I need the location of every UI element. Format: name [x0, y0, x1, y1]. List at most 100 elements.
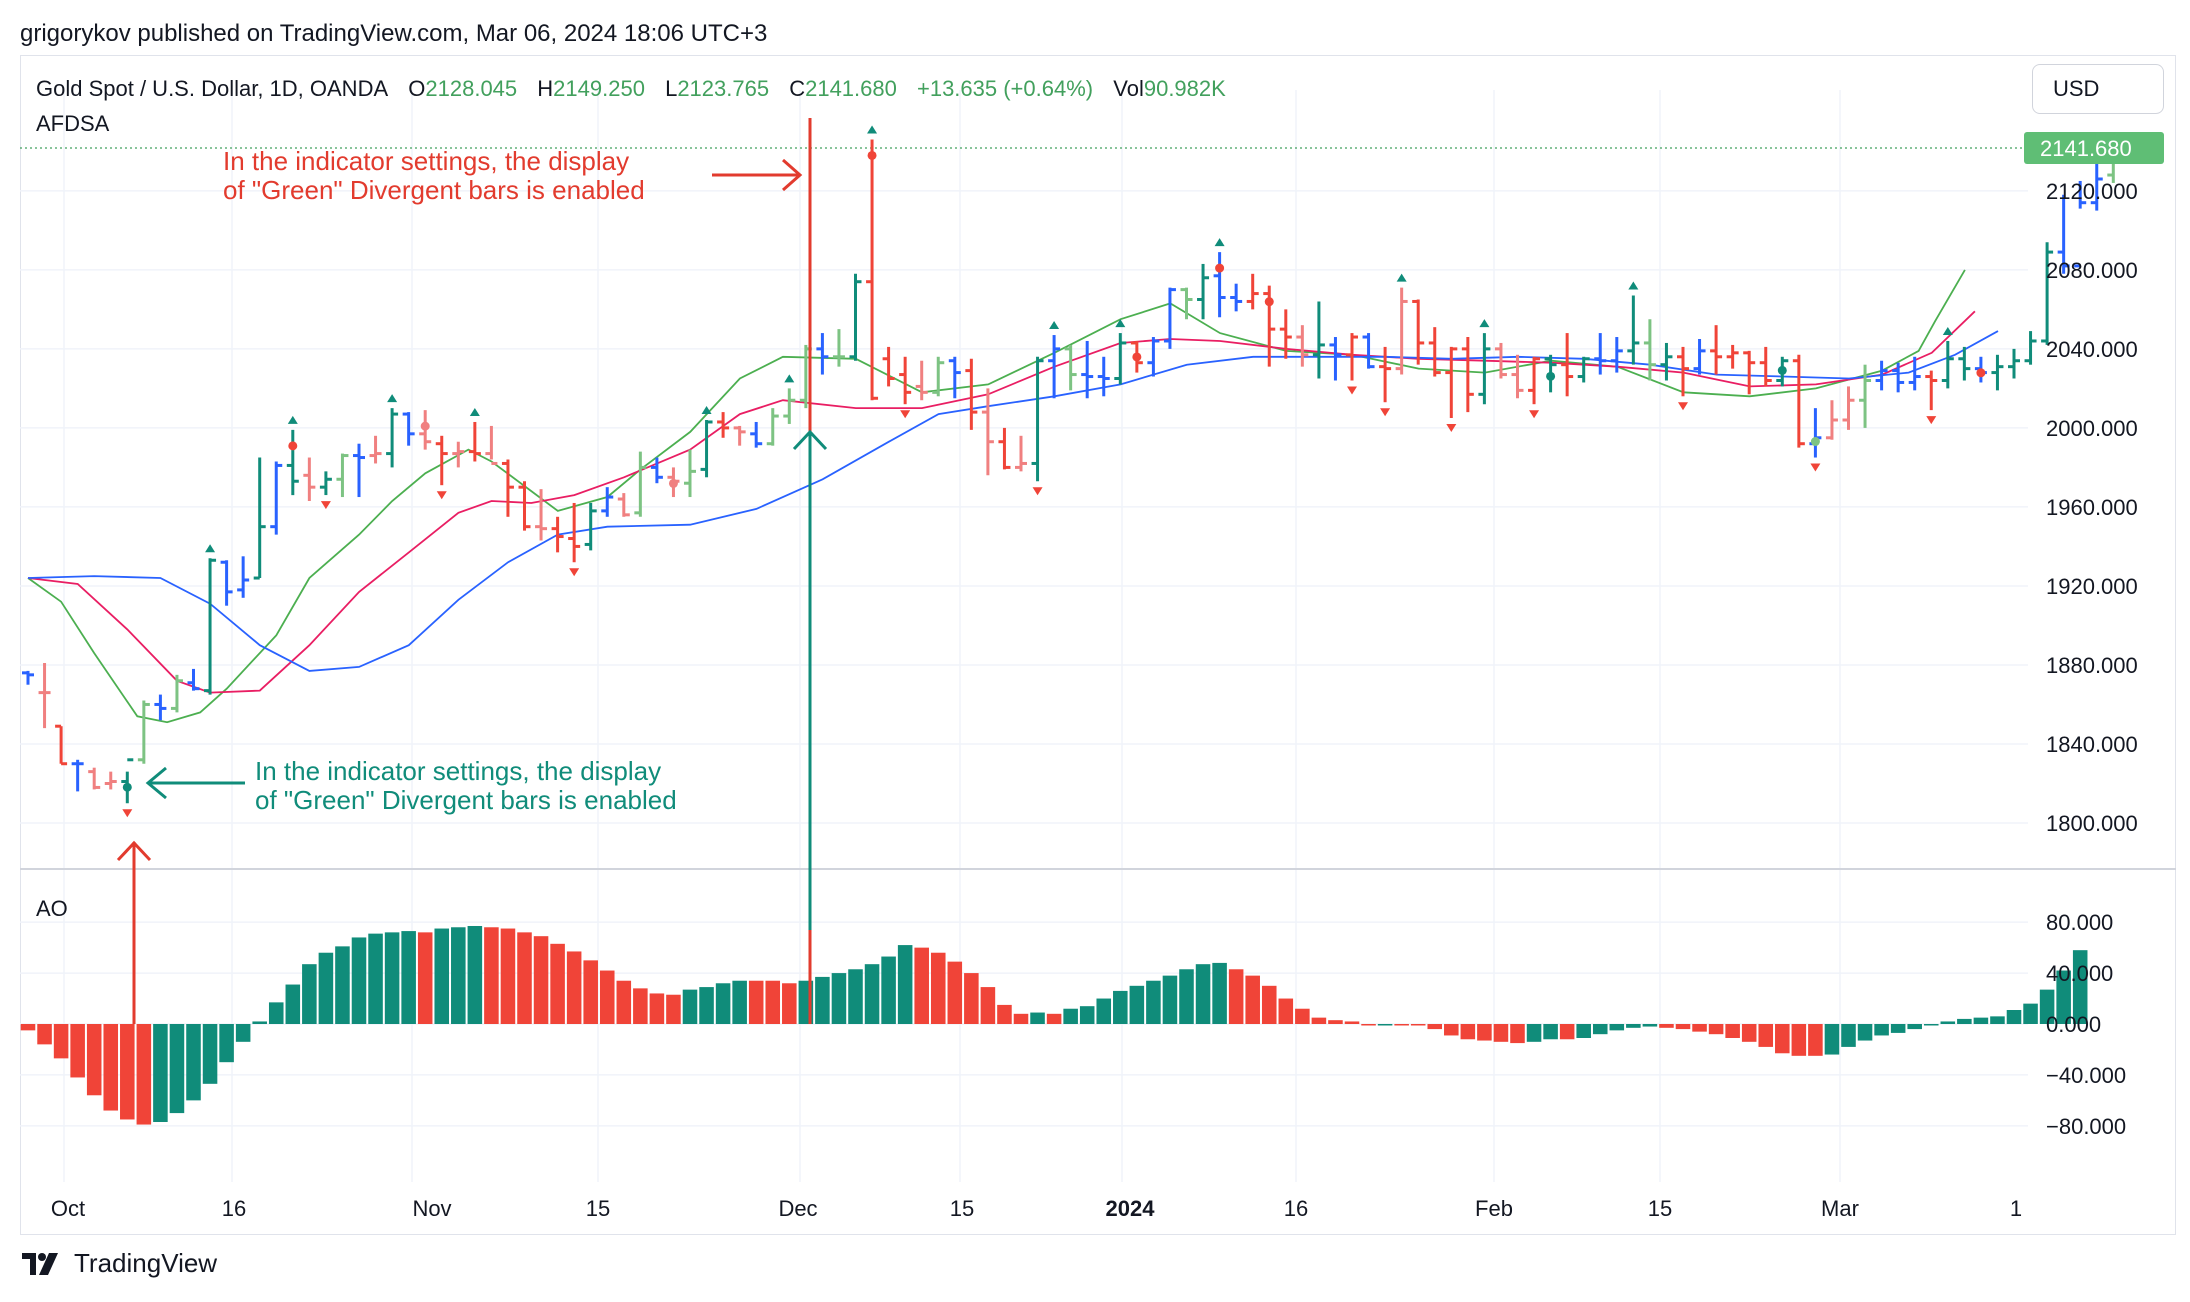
time-axis-label: 2024	[1106, 1196, 1156, 1221]
ao-histogram-bar	[1708, 1024, 1724, 1035]
ao-histogram-bar	[1261, 985, 1277, 1024]
ao-histogram-bar	[831, 973, 847, 1024]
ao-axis-label: 40.000	[2046, 961, 2113, 986]
ao-histogram-bar	[1874, 1024, 1889, 1036]
ohlc-bar	[1941, 340, 1954, 389]
price-axis-label: 1840.000	[2046, 732, 2138, 757]
ao-histogram-bar	[1427, 1024, 1443, 1030]
ao-histogram-bar	[500, 928, 516, 1024]
ohlc-bar	[435, 435, 448, 486]
ao-histogram-bar	[53, 1024, 69, 1059]
ohlc-bar	[535, 489, 548, 541]
ohlc-bar	[237, 556, 250, 598]
price-axis-label: 2080.000	[2046, 258, 2138, 283]
time-axis-label: Feb	[1475, 1196, 1513, 1221]
ao-histogram-bar	[1046, 1013, 1062, 1024]
ao-histogram-bar	[964, 973, 979, 1024]
ohlc-bar	[899, 356, 912, 405]
ohlc-bar	[121, 758, 134, 804]
low-label: L	[665, 76, 678, 101]
ao-histogram-bar	[202, 1024, 218, 1084]
ohlc-bar	[154, 694, 167, 721]
ao-histogram-bar	[2023, 1003, 2038, 1024]
signal-down-triangle	[122, 809, 133, 818]
ohlc-bar	[1958, 346, 1971, 381]
ao-pane-name[interactable]: AO	[36, 896, 68, 921]
signal-down-triangle	[320, 501, 331, 510]
divergence-dot	[420, 421, 430, 431]
ohlc-bar	[551, 516, 564, 553]
ohlc-bar	[1561, 333, 1574, 397]
ohlc-bar	[1064, 344, 1077, 391]
ao-histogram-bar	[417, 932, 433, 1024]
ao-histogram-bar	[980, 987, 996, 1024]
ohlc-bar	[386, 408, 399, 468]
ao-histogram-bar	[732, 980, 747, 1024]
annotation-red: In the indicator settings, the display o…	[223, 146, 645, 205]
ao-histogram-bar	[566, 951, 582, 1024]
signal-up-triangle	[469, 407, 480, 416]
ohlc-bar	[1114, 333, 1127, 385]
ohlc-bar	[1677, 346, 1689, 397]
ao-histogram-bar	[302, 964, 317, 1024]
signal-down-triangle	[1380, 408, 1391, 417]
ao-histogram-bar	[1890, 1024, 1906, 1033]
ao-histogram-bar	[1079, 1006, 1095, 1024]
ao-histogram-bar	[1410, 1024, 1426, 1026]
signal-down-triangle	[1529, 410, 1540, 419]
divergence-dot	[1132, 352, 1142, 362]
ao-histogram-bar	[815, 976, 830, 1024]
currency-button[interactable]: USD	[2032, 64, 2164, 114]
ao-histogram-bar	[1129, 985, 1145, 1024]
open-label: O	[408, 76, 426, 101]
ao-histogram-bar	[1477, 1024, 1492, 1041]
ohlc-bar	[1312, 301, 1325, 379]
ao-histogram-bar	[1758, 1024, 1774, 1047]
ohlc-bar	[1892, 362, 1905, 393]
time-axis-label: Mar	[1821, 1196, 1859, 1221]
signal-down-triangle	[1347, 386, 1357, 395]
ao-histogram-bar	[1295, 1008, 1310, 1024]
ohlc-bar	[1875, 360, 1888, 391]
ohlc-bar	[1859, 364, 1872, 428]
ao-histogram-bar	[1659, 1024, 1674, 1028]
symbol-title[interactable]: Gold Spot / U.S. Dollar, 1D, OANDA	[36, 76, 389, 101]
ao-histogram-bar	[1344, 1021, 1360, 1024]
brand-footer[interactable]: TradingView	[22, 1248, 217, 1279]
ao-histogram-bar	[699, 987, 714, 1024]
ao-histogram-bar	[633, 988, 648, 1024]
ohlc-bar	[1660, 342, 1673, 381]
ao-histogram-bar	[285, 984, 301, 1024]
ohlc-bar	[22, 670, 34, 685]
ohlc-bar	[353, 443, 365, 498]
ao-histogram-bar	[930, 952, 946, 1024]
price-axis-label: 1880.000	[2046, 653, 2138, 678]
signal-up-triangle	[701, 405, 712, 414]
ohlc-bar	[485, 425, 498, 465]
indicator-name[interactable]: AFDSA	[36, 111, 110, 136]
ohlc-bar	[1246, 273, 1259, 310]
ao-axis-label: 0.000	[2046, 1012, 2101, 1037]
ao-histogram-bar	[186, 1024, 201, 1101]
ohlc-bar	[1991, 354, 2004, 391]
ohlc-bar	[1048, 335, 1061, 399]
divergence-dot	[867, 150, 877, 160]
signal-down-triangle	[569, 568, 580, 577]
signal-up-triangle	[387, 394, 398, 403]
time-axis-label: Nov	[412, 1196, 451, 1221]
ohlc-bar	[733, 425, 746, 446]
volume-value: 90.982K	[1143, 76, 1226, 101]
low-value: 2123.765	[677, 76, 770, 101]
last-price-tag	[2024, 132, 2164, 165]
ao-histogram-bar	[153, 1024, 168, 1123]
ohlc-bar	[684, 449, 696, 498]
ohlc-bar	[1329, 337, 1342, 381]
ao-histogram-bar	[550, 943, 565, 1024]
ohlc-bar	[1213, 252, 1226, 318]
price-axis-label: 2120.000	[2046, 179, 2138, 204]
ao-histogram-bar	[1212, 962, 1227, 1024]
ao-histogram-bar	[1278, 998, 1294, 1024]
divergence-dot	[288, 441, 298, 451]
signal-up-triangle	[1942, 326, 1953, 335]
